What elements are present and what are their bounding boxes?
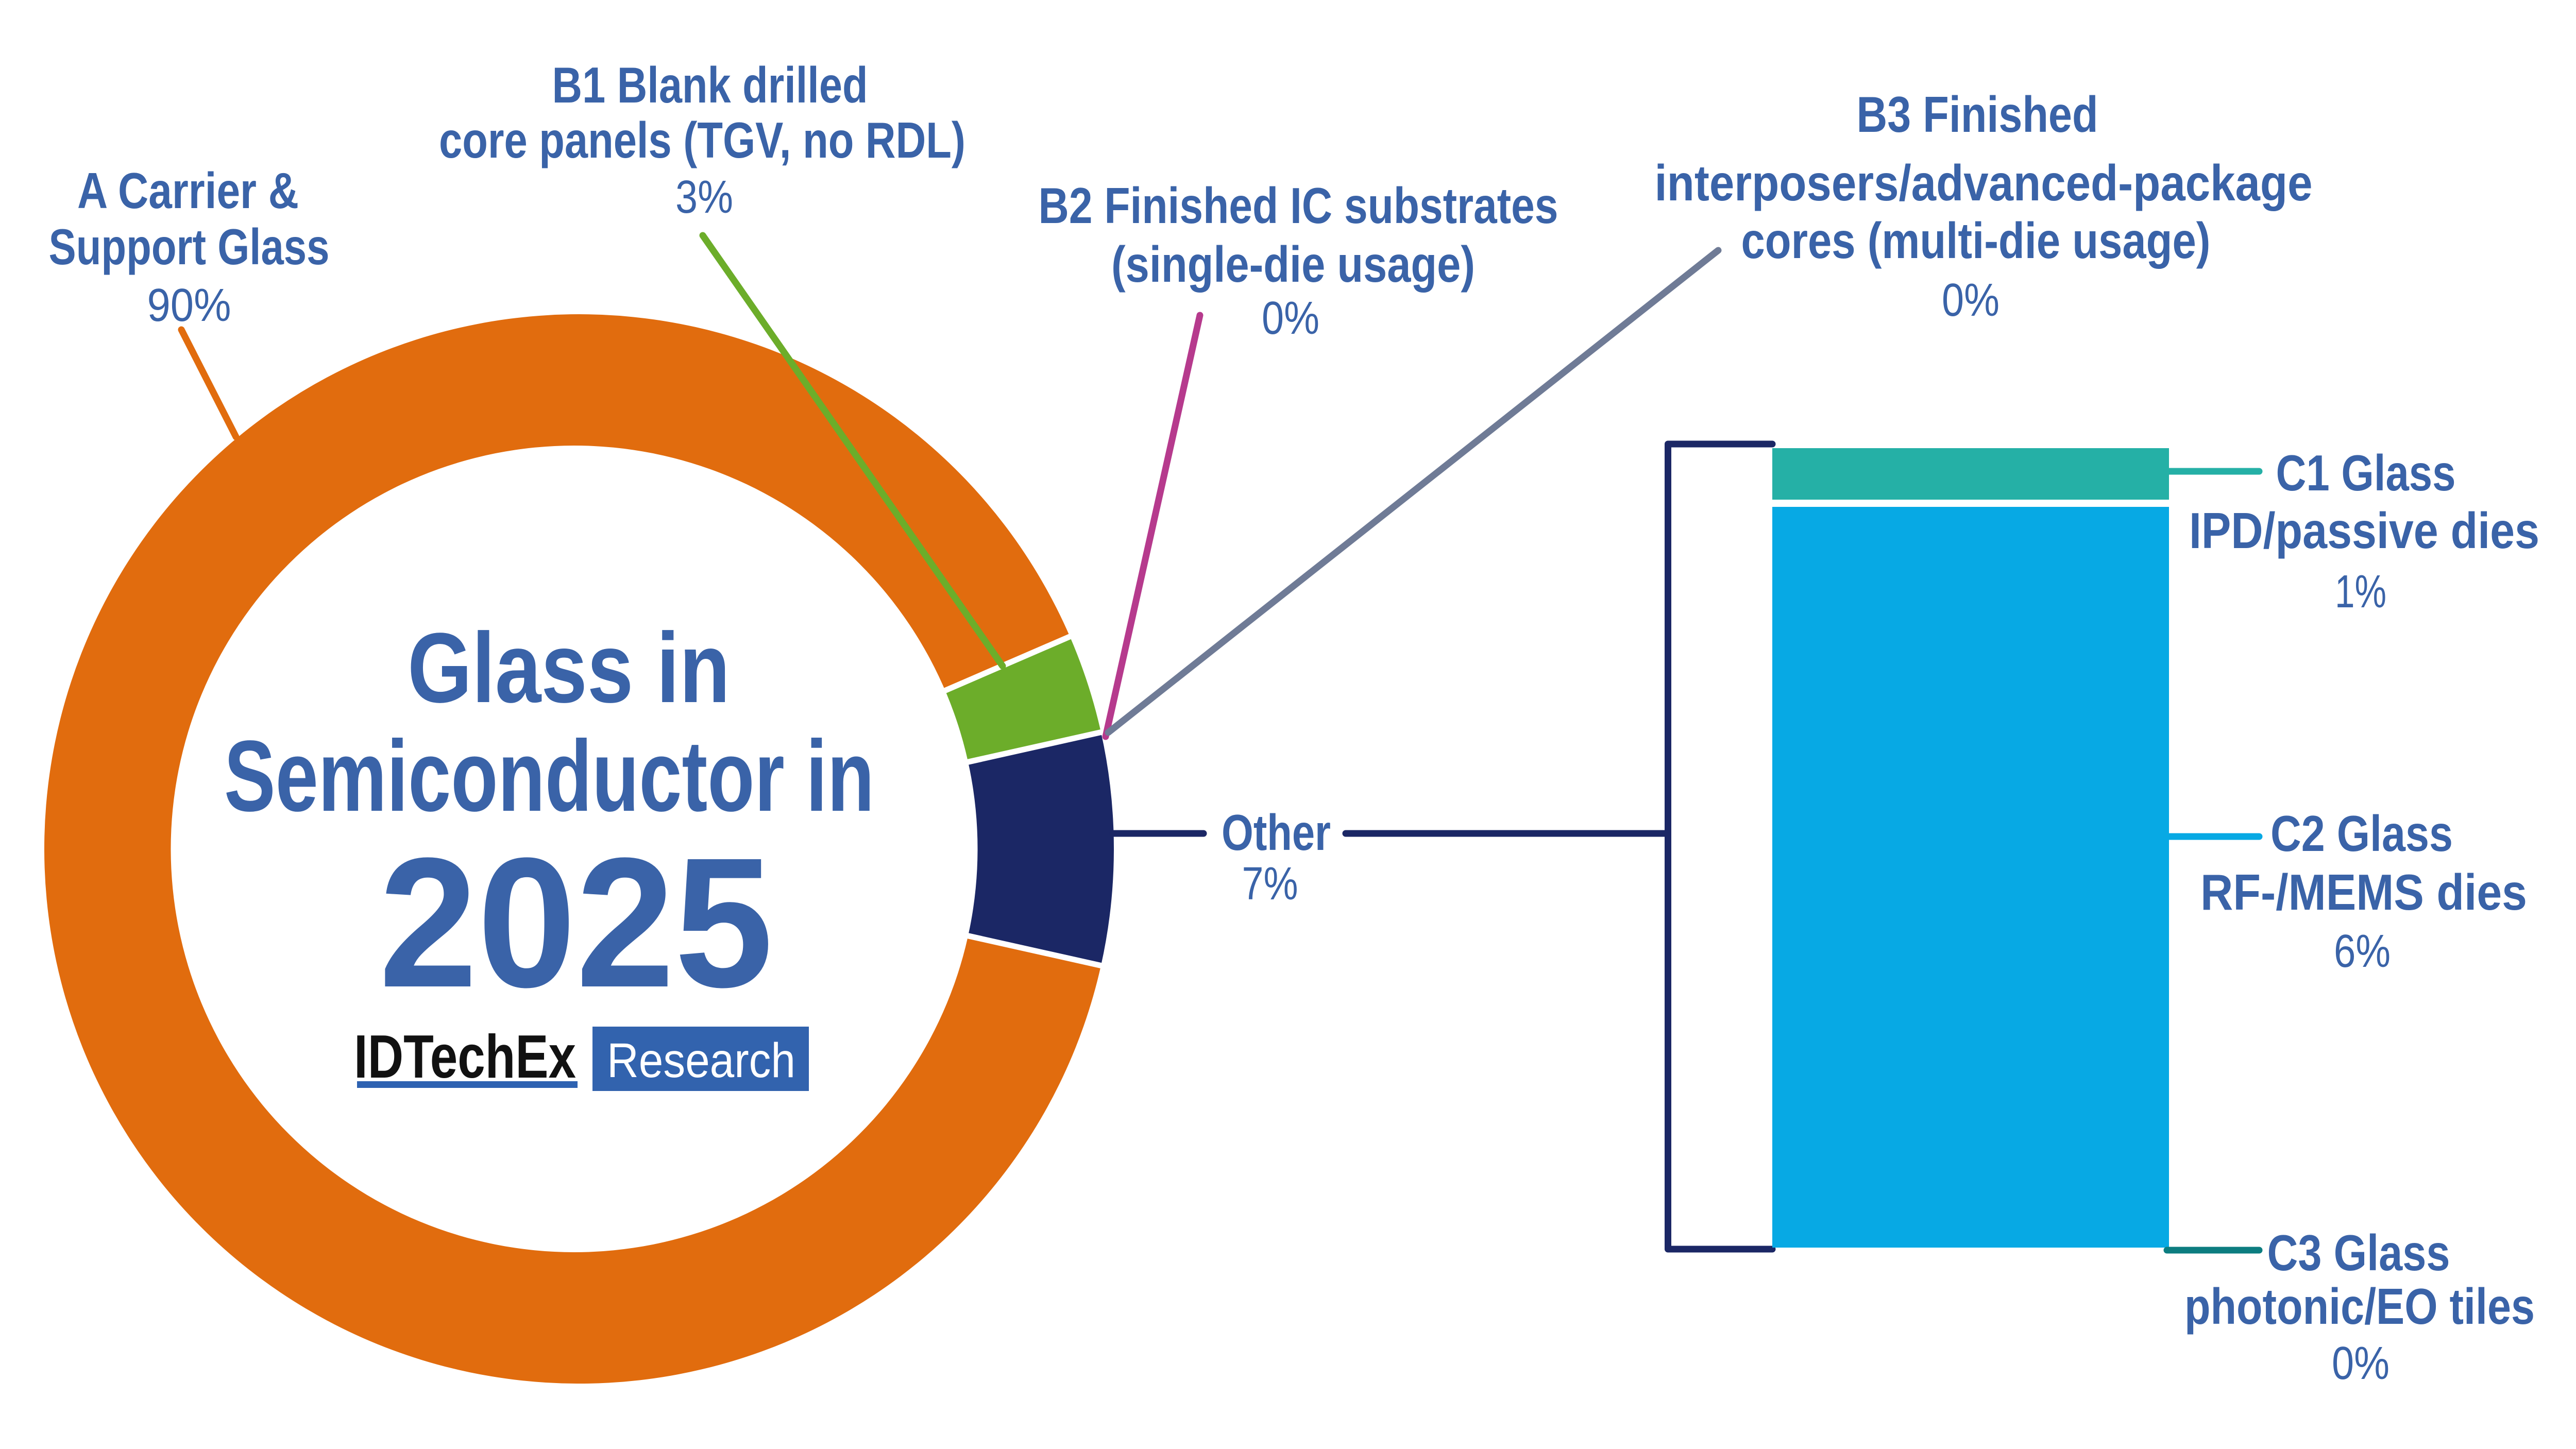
svg-text:C1 Glass: C1 Glass xyxy=(2276,445,2456,501)
svg-text:1%: 1% xyxy=(2335,566,2386,618)
svg-text:6%: 6% xyxy=(2334,926,2391,977)
svg-text:0%: 0% xyxy=(1942,275,1999,326)
svg-text:Support Glass: Support Glass xyxy=(49,218,330,275)
svg-text:C2 Glass: C2 Glass xyxy=(2270,805,2453,862)
svg-text:0%: 0% xyxy=(2332,1338,2389,1389)
svg-text:90%: 90% xyxy=(147,280,231,331)
svg-text:RF-/MEMS dies: RF-/MEMS dies xyxy=(2200,864,2527,920)
svg-text:A Carrier &: A Carrier & xyxy=(77,162,299,219)
svg-text:B3 Finished: B3 Finished xyxy=(1857,86,2098,143)
svg-text:0%: 0% xyxy=(1262,293,1319,344)
svg-text:B1 Blank drilled: B1 Blank drilled xyxy=(552,57,868,113)
svg-text:photonic/EO tiles: photonic/EO tiles xyxy=(2184,1278,2535,1335)
svg-text:2025: 2025 xyxy=(379,820,773,1026)
svg-text:interposers/advanced-package: interposers/advanced-package xyxy=(1655,155,2313,211)
svg-text:IPD/passive dies: IPD/passive dies xyxy=(2189,502,2539,559)
svg-text:3%: 3% xyxy=(675,172,733,223)
svg-text:Research: Research xyxy=(607,1033,795,1088)
svg-text:Semiconductor in: Semiconductor in xyxy=(224,720,874,832)
svg-text:IDTechEx: IDTechEx xyxy=(354,1022,576,1091)
svg-text:B2 Finished IC substrates: B2 Finished IC substrates xyxy=(1039,177,1558,234)
svg-text:7%: 7% xyxy=(1242,858,1298,910)
svg-text:core panels (TGV, no RDL): core panels (TGV, no RDL) xyxy=(439,112,965,168)
svg-text:(single-die usage): (single-die usage) xyxy=(1111,236,1475,293)
svg-text:C3 Glass: C3 Glass xyxy=(2267,1224,2450,1281)
svg-text:Other: Other xyxy=(1222,804,1331,861)
svg-text:cores (multi-die usage): cores (multi-die usage) xyxy=(1741,212,2211,269)
svg-text:Glass in: Glass in xyxy=(408,612,730,723)
